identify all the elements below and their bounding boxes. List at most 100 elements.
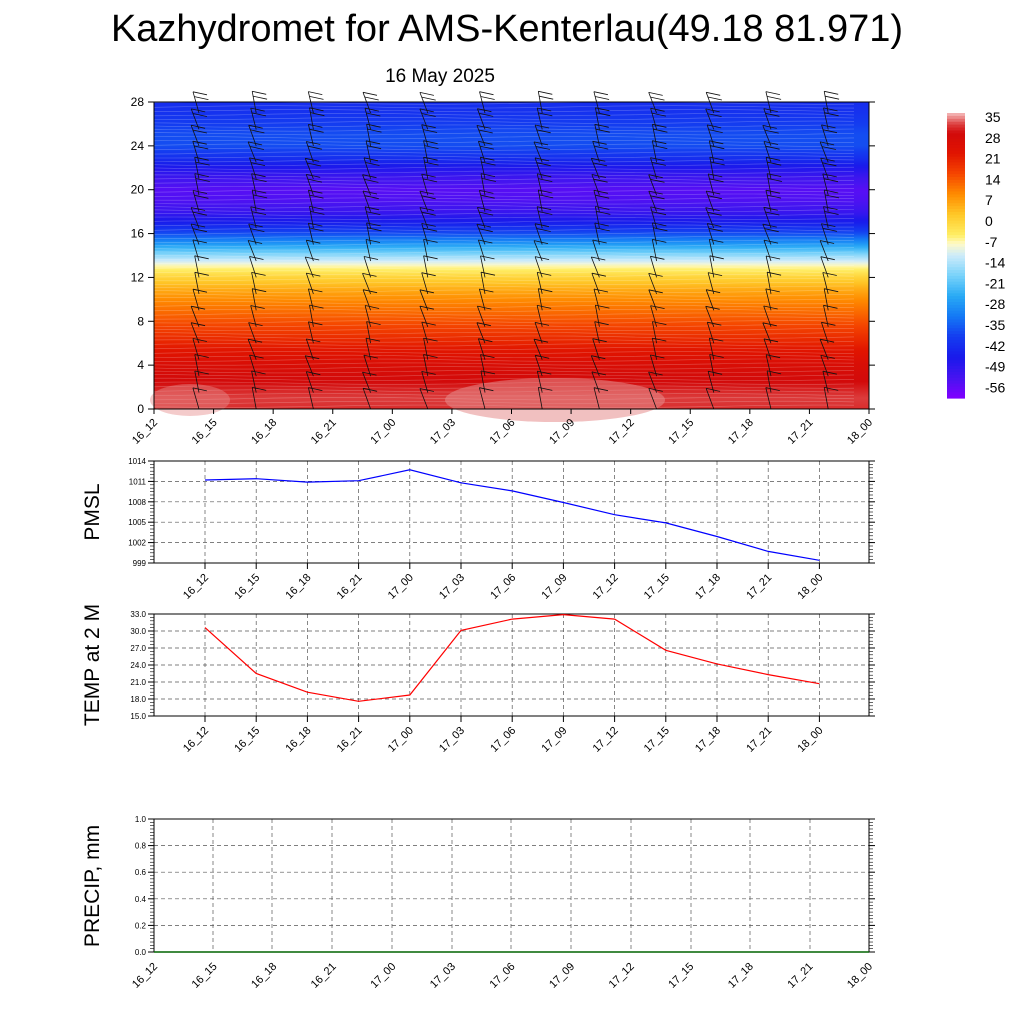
wind-barb [192,338,200,360]
contour-line [153,120,855,124]
colorbar-segment [947,287,965,291]
wind-barb [651,338,657,360]
wind-barb-flag [653,128,668,133]
wind-barb [247,141,257,163]
wind-barb-flag [192,190,208,194]
wind-barb-flag [767,173,782,177]
colorbar-segment [947,252,965,257]
x-tick-label: 16_21 [335,572,365,602]
colorbar-segment [947,144,965,149]
contour-line [153,124,855,128]
wind-barb-flag [194,173,209,177]
wind-barb [190,223,200,245]
x-tick-label: 16_18 [249,417,279,447]
wind-barb [536,206,543,229]
y-tick-label: 1.0 [135,815,147,824]
x-tick-label: 16_12 [181,572,211,602]
wind-barb-flag [194,145,209,150]
colorbar-segment [947,188,965,193]
wind-barb-flag [424,161,439,166]
wind-barb [365,239,371,262]
colorbar-segment [947,351,965,355]
wind-barb-flag [249,256,264,260]
colorbar-segment [947,232,965,236]
wind-barb [251,173,257,196]
wind-barb [706,322,715,344]
wind-barb [363,157,371,179]
wind-barb-flag [709,255,724,260]
colorbar-segment [947,197,965,201]
wind-barb-flag [650,305,665,309]
colorbar-segment [947,264,965,268]
wind-barb-flag [306,338,321,343]
wind-barb [421,321,429,344]
wind-barb-flag [309,227,324,232]
wind-barb-flag [593,387,609,392]
contour-line [153,358,855,362]
wind-barb [765,288,772,311]
colorbar-label: -7 [985,234,998,250]
wind-barb [421,173,429,196]
wind-barb [190,125,200,147]
wind-barb-flag [592,140,607,145]
x-tick-label: 17_18 [693,572,723,602]
wind-barb-flag [534,322,550,326]
y-tick-label: 24 [131,139,145,153]
wind-barb-flag [194,156,209,161]
wind-barb-flag [363,354,378,359]
x-tick-label: 17_18 [693,725,723,755]
wind-barb-flag [765,112,780,117]
colorbar-segment [947,275,965,280]
y-tick-label: 20 [131,183,145,197]
wind-barb-flag [479,145,494,150]
contour-line [153,324,855,328]
wind-barb [763,141,772,163]
wind-barb-flag [650,195,665,200]
wind-barb [190,322,200,344]
contour-line [153,347,854,351]
wind-barb-flag [535,146,550,150]
wind-barb [423,255,429,278]
wind-barb-flag [539,95,554,100]
colorbar-segment [947,319,965,323]
wind-barb-flag [364,179,379,183]
colorbar-segment [947,153,965,158]
wind-barb-flag [309,128,324,133]
y-axis-title: TEMP at 2 M [81,604,104,726]
wind-barb-flag [538,211,553,215]
wind-barb [709,255,715,278]
wind-barb-flag [648,92,663,96]
wind-barb [192,190,200,212]
colorbar-segment [947,246,965,251]
y-tick-label: 1008 [128,498,146,507]
wind-barb-flag [710,145,725,150]
wind-barb [820,355,829,377]
contour-line [153,162,855,167]
contour-line [153,305,855,309]
wind-barb-flag [538,90,553,95]
wind-barb-flag [536,162,551,167]
wind-barb [762,322,772,344]
wind-barb-flag [595,107,610,112]
wind-barb [652,124,657,146]
wind-barb-flag [593,189,608,194]
wind-barb [592,338,600,360]
wind-barb-flag [194,194,209,199]
y-tick-label: 1011 [129,477,147,486]
contour-line [153,109,855,113]
wind-barb-flag [764,129,779,134]
y-tick-label: 18.0 [130,695,146,704]
wind-barb [421,223,429,245]
y-tick-label: 33.0 [130,610,146,619]
wind-barb-flag [367,145,382,150]
colorbar-segment [947,229,965,233]
wind-barb [765,387,772,410]
wind-barb-flag [766,156,781,161]
wind-barb [766,370,772,393]
wind-barb [421,124,429,147]
wind-barb-flag [825,95,840,100]
wind-barb [534,124,543,147]
x-tick-label: 16_21 [309,417,339,447]
wind-barb-flag [537,272,552,276]
colorbar-segment [947,339,965,344]
